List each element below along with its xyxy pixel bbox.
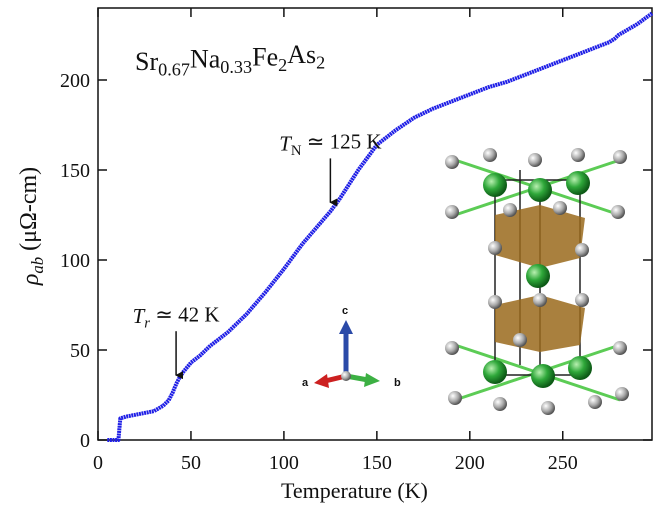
- y-axis-label: ρab (μΩ-cm): [16, 167, 47, 286]
- y-axis-label-part: ab: [28, 257, 47, 274]
- axis-b-label: b: [394, 377, 401, 389]
- y-tick-label: 150: [60, 160, 90, 182]
- chart-title-part: Na: [190, 45, 221, 74]
- annotation-part: T: [133, 304, 146, 328]
- data-line: [107, 11, 654, 442]
- crystal-axes: a b c: [302, 305, 401, 389]
- chart-title-part: 2: [316, 52, 325, 72]
- y-axis-label-part: ρ: [18, 274, 44, 287]
- x-axis-label: Temperature (K): [281, 478, 428, 503]
- plot-frame: [97, 7, 653, 441]
- annotation-part: r: [144, 316, 150, 332]
- y-axis-label-part: (μΩ-cm): [16, 167, 42, 257]
- chart-title-part: As: [287, 40, 316, 69]
- chart-title-part: 0.67: [158, 59, 190, 79]
- y-tick-label: 0: [80, 430, 90, 452]
- chart-title-part: Fe: [252, 42, 278, 71]
- annotation: Tr ≃ 42 K: [133, 302, 220, 331]
- y-tick-label: 200: [60, 70, 90, 92]
- y-tick-label: 100: [60, 250, 90, 272]
- chart-title-part: 0.33: [220, 57, 252, 77]
- x-tick-label: 250: [548, 452, 578, 474]
- annotation-part: ≃ 125 K: [302, 130, 382, 154]
- y-tick-label: 50: [70, 340, 90, 362]
- axis-c-label: c: [342, 305, 348, 317]
- chart-title: Sr0.67Na0.33Fe2As2: [135, 40, 325, 79]
- annotation: TN ≃ 125 K: [279, 130, 381, 159]
- chart-title-part: Sr: [135, 47, 158, 76]
- annotation-part: T: [279, 131, 292, 155]
- x-tick-label: 50: [181, 452, 201, 474]
- x-tick-label: 100: [269, 452, 299, 474]
- x-tick-label: 150: [362, 452, 392, 474]
- x-tick-label: 200: [455, 452, 485, 474]
- annotation-part: N: [291, 143, 302, 159]
- x-tick-label: 0: [93, 452, 103, 474]
- chart-title-part: 2: [278, 55, 287, 75]
- crystal-inset: [445, 148, 629, 415]
- annotation-part: ≃ 42 K: [150, 302, 220, 326]
- axis-a-label: a: [302, 377, 309, 389]
